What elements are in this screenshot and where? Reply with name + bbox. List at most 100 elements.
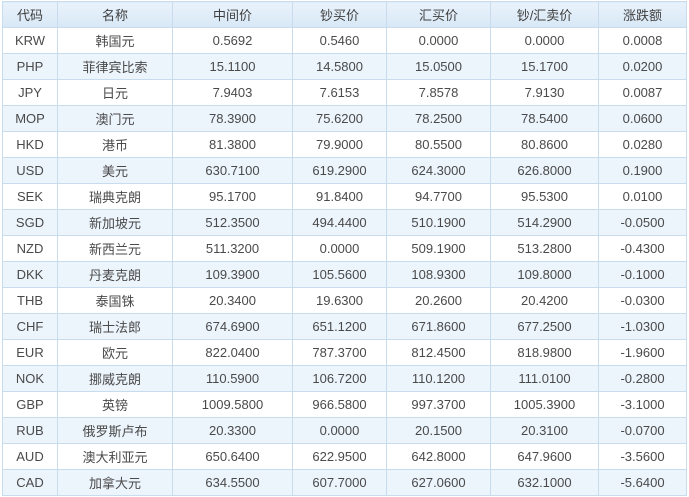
- column-header-code: 代码: [2, 1, 58, 28]
- cell-name: 欧元: [57, 339, 173, 366]
- header-row: 代码 名称 中间价 钞买价 汇买价 钞/汇卖价 涨跌额: [2, 1, 687, 28]
- cell-sell: 647.9600: [490, 443, 599, 470]
- cell-cash_buy: 607.7000: [292, 469, 387, 496]
- cell-change-negative: -0.0500: [598, 209, 687, 236]
- cell-change-positive: 0.1900: [598, 157, 687, 184]
- cell-name: 俄罗斯卢布: [57, 417, 173, 444]
- cell-mid: 78.3900: [172, 105, 293, 132]
- cell-fx_buy: 997.3700: [386, 391, 491, 418]
- cell-code: USD: [2, 157, 58, 184]
- cell-cash_buy: 0.5460: [292, 27, 387, 54]
- table-row: SGD 新加坡元 512.3500 494.4400 510.1900 514.2900-…: [2, 209, 687, 236]
- cell-mid: 674.6900: [172, 313, 293, 340]
- cell-sell: 0.0000: [490, 27, 599, 54]
- cell-sell: 78.5400: [490, 105, 599, 132]
- cell-mid: 7.9403: [172, 79, 293, 106]
- column-header-fx_buy: 汇买价: [386, 1, 491, 28]
- table-row: DKK 丹麦克朗 109.3900 105.5600 108.9300 109.8000-…: [2, 261, 687, 288]
- cell-code: DKK: [2, 261, 58, 288]
- cell-sell: 20.4200: [490, 287, 599, 314]
- cell-cash_buy: 75.6200: [292, 105, 387, 132]
- cell-change-negative: -5.6400: [598, 469, 687, 496]
- table-row: EUR 欧元 822.0400 787.3700 812.4500 818.9800 -1.…: [2, 339, 687, 366]
- cell-name: 韩国元: [57, 27, 173, 54]
- cell-name: 新加坡元: [57, 209, 173, 236]
- cell-code: HKD: [2, 131, 58, 158]
- table-row: PHP 菲律宾比索 15.1100 14.5800 15.0500 15.1700 0.02…: [2, 53, 687, 80]
- cell-fx_buy: 642.8000: [386, 443, 491, 470]
- table-row: RUB 俄罗斯卢布 20.3300 0.0000 20.1500 20.3100 -0.07…: [2, 417, 687, 444]
- cell-fx_buy: 7.8578: [386, 79, 491, 106]
- cell-sell: 818.9800: [490, 339, 599, 366]
- cell-code: MOP: [2, 105, 58, 132]
- cell-name: 新西兰元: [57, 235, 173, 262]
- cell-sell: 677.2500: [490, 313, 599, 340]
- cell-name: 美元: [57, 157, 173, 184]
- table-row: USD 美元 630.7100 619.2900 624.3000 626.8000 0.1…: [2, 157, 687, 184]
- cell-name: 日元: [57, 79, 173, 106]
- cell-change-positive: 0.0100: [598, 183, 687, 210]
- cell-mid: 15.1100: [172, 53, 293, 80]
- cell-name: 挪威克朗: [57, 365, 173, 392]
- cell-name: 菲律宾比索: [57, 53, 173, 80]
- cell-code: NZD: [2, 235, 58, 262]
- cell-code: RUB: [2, 417, 58, 444]
- cell-sell: 20.3100: [490, 417, 599, 444]
- column-header-mid: 中间价: [172, 1, 293, 28]
- cell-name: 泰国铢: [57, 287, 173, 314]
- cell-sell: 632.1000: [490, 469, 599, 496]
- cell-fx_buy: 78.2500: [386, 105, 491, 132]
- cell-sell: 15.1700: [490, 53, 599, 80]
- cell-mid: 650.6400: [172, 443, 293, 470]
- cell-cash_buy: 494.4400: [292, 209, 387, 236]
- table-row: CHF 瑞士法郎 674.6900 651.1200 671.8600 677.2500-…: [2, 313, 687, 340]
- cell-fx_buy: 15.0500: [386, 53, 491, 80]
- cell-change-negative: -0.1000: [598, 261, 687, 288]
- cell-sell: 7.9130: [490, 79, 599, 106]
- cell-code: JPY: [2, 79, 58, 106]
- cell-code: EUR: [2, 339, 58, 366]
- cell-fx_buy: 80.5500: [386, 131, 491, 158]
- cell-change-negative: -3.5600: [598, 443, 687, 470]
- cell-sell: 111.0100: [490, 365, 599, 392]
- cell-mid: 1009.5800: [172, 391, 293, 418]
- cell-sell: 95.5300: [490, 183, 599, 210]
- cell-change-negative: -0.4300: [598, 235, 687, 262]
- cell-name: 瑞士法郎: [57, 313, 173, 340]
- cell-code: CHF: [2, 313, 58, 340]
- cell-cash_buy: 0.0000: [292, 235, 387, 262]
- table-row: JPY 日元 7.9403 7.6153 7.8578 7.9130 0.0087: [2, 79, 687, 106]
- cell-change-negative: -0.2800: [598, 365, 687, 392]
- cell-fx_buy: 510.1900: [386, 209, 491, 236]
- table-row: GBP 英镑 1009.5800 966.5800 997.3700 1005.3900-…: [2, 391, 687, 418]
- cell-name: 加拿大元: [57, 469, 173, 496]
- cell-fx_buy: 624.3000: [386, 157, 491, 184]
- cell-sell: 513.2800: [490, 235, 599, 262]
- cell-cash_buy: 619.2900: [292, 157, 387, 184]
- cell-name: 港币: [57, 131, 173, 158]
- cell-fx_buy: 812.4500: [386, 339, 491, 366]
- cell-sell: 1005.3900: [490, 391, 599, 418]
- cell-code: KRW: [2, 27, 58, 54]
- cell-code: CAD: [2, 469, 58, 496]
- cell-fx_buy: 509.1900: [386, 235, 491, 262]
- cell-name: 瑞典克朗: [57, 183, 173, 210]
- cell-mid: 822.0400: [172, 339, 293, 366]
- cell-cash_buy: 966.5800: [292, 391, 387, 418]
- cell-cash_buy: 91.8400: [292, 183, 387, 210]
- cell-cash_buy: 105.5600: [292, 261, 387, 288]
- cell-fx_buy: 20.1500: [386, 417, 491, 444]
- rates-table-body: KRW 韩国元 0.5692 0.5460 0.0000 0.0000 0.0008 PHP 菲…: [2, 27, 687, 496]
- cell-cash_buy: 79.9000: [292, 131, 387, 158]
- cell-mid: 511.3200: [172, 235, 293, 262]
- cell-change-positive: 0.0280: [598, 131, 687, 158]
- cell-code: PHP: [2, 53, 58, 80]
- table-row: CAD 加拿大元 634.5500 607.7000 627.0600 632.1000-…: [2, 469, 687, 496]
- column-header-name: 名称: [57, 1, 173, 28]
- cell-mid: 20.3400: [172, 287, 293, 314]
- cell-code: SGD: [2, 209, 58, 236]
- cell-mid: 0.5692: [172, 27, 293, 54]
- cell-fx_buy: 671.8600: [386, 313, 491, 340]
- cell-name: 澳门元: [57, 105, 173, 132]
